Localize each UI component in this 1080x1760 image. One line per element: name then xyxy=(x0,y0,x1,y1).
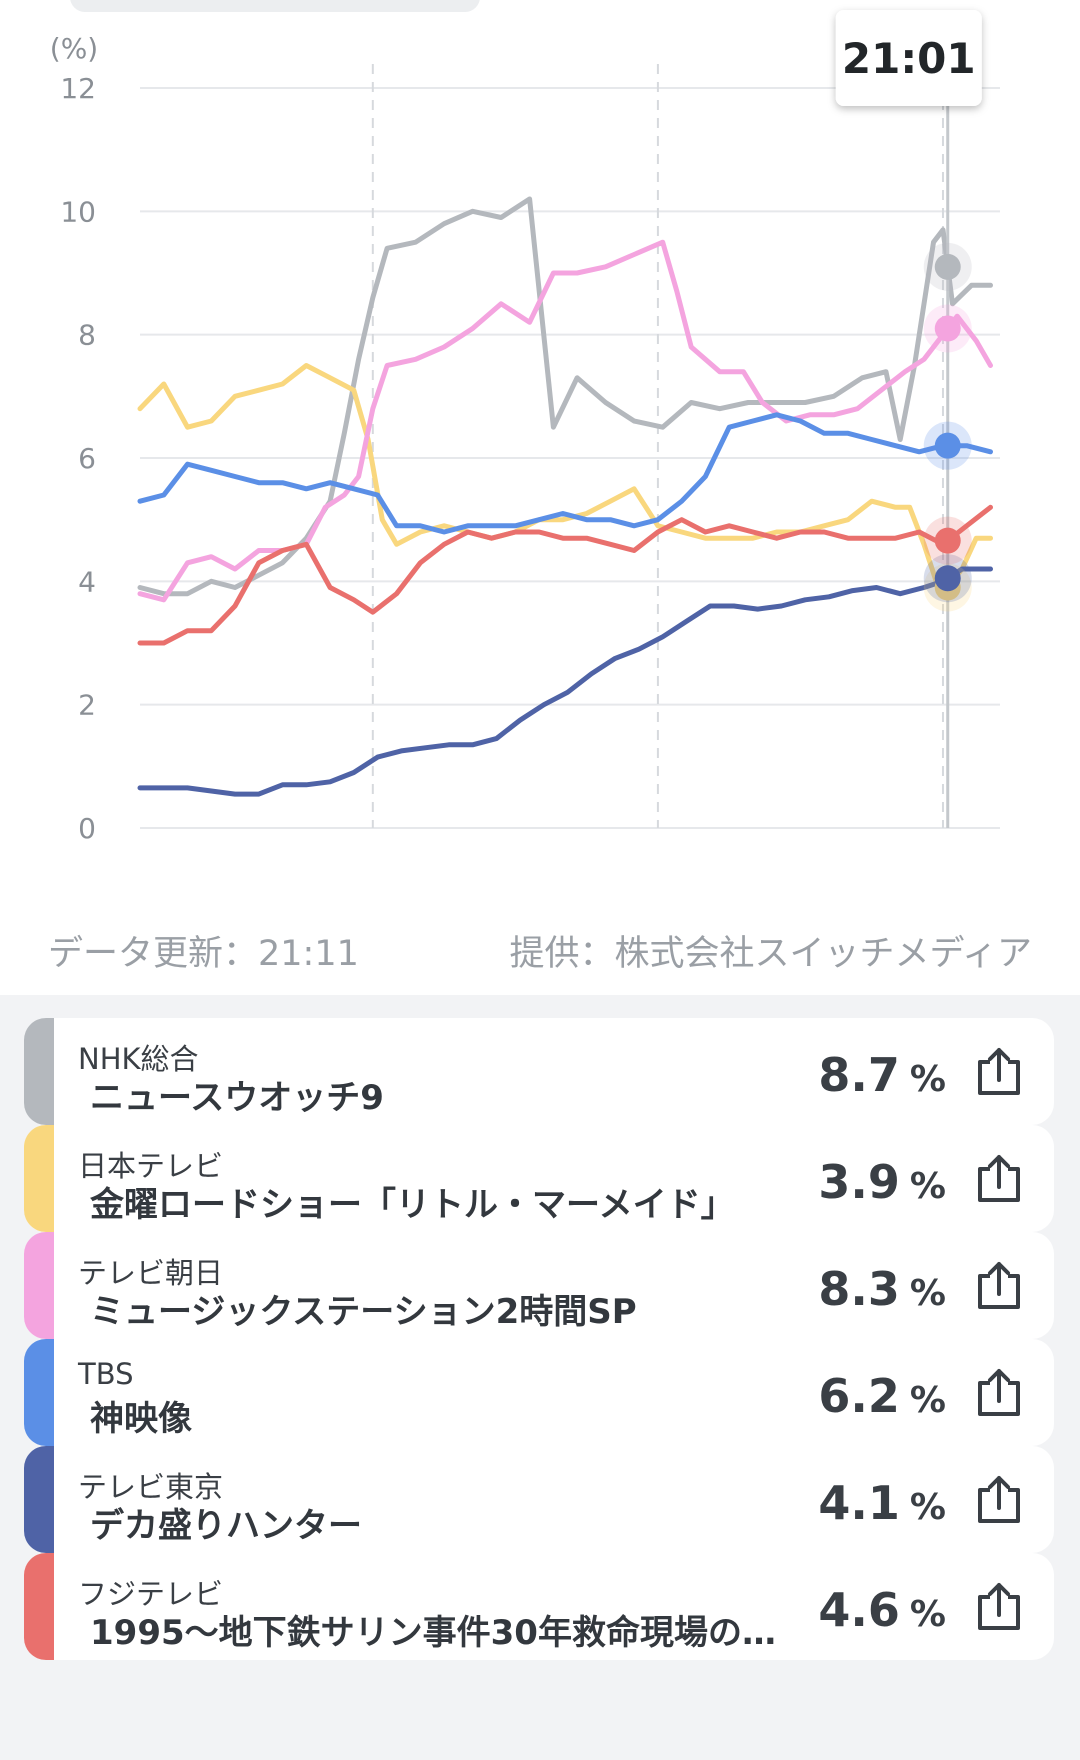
channel-color-bar xyxy=(24,1018,54,1125)
channel-name: NHK総合 xyxy=(78,1042,199,1076)
rating-number: 6.2 xyxy=(818,1369,900,1423)
y-tick-label: 12 xyxy=(60,72,96,105)
y-tick-label: 8 xyxy=(78,319,96,352)
program-title: ニュースウオッチ9 xyxy=(90,1078,384,1118)
series-line xyxy=(137,196,993,597)
chart-credits: データ更新：21:11 提供：株式会社スイッチメディア xyxy=(0,925,1080,975)
y-tick-label: 4 xyxy=(78,565,96,598)
cursor-point xyxy=(934,565,961,592)
rating-value: 3.9% xyxy=(818,1155,946,1209)
channel-color-bar xyxy=(24,1125,54,1232)
channel-row[interactable]: フジテレビ 1995〜地下鉄サリン事件30年救命現場の… 4.6% xyxy=(24,1553,1054,1660)
share-icon[interactable] xyxy=(974,1474,1024,1526)
y-tick-label: 2 xyxy=(78,689,96,722)
y-tick-label: 10 xyxy=(60,195,96,228)
data-provider-text: 提供：株式会社スイッチメディア xyxy=(509,934,1032,974)
rating-unit: % xyxy=(909,1273,946,1314)
share-icon[interactable] xyxy=(974,1153,1024,1205)
x-tick-label: 21:00 xyxy=(905,876,986,880)
time-cursor[interactable]: 21:01 xyxy=(835,10,982,828)
x-axis: 19:00 20:00 21:00 xyxy=(334,876,985,880)
y-unit-label: (%) xyxy=(50,32,98,65)
series-line xyxy=(137,566,993,797)
channel-ratings-list: NHK総合 ニュースウオッチ9 8.7% 日本テレビ 金曜ロードショー「リトル・… xyxy=(0,995,1080,1760)
program-title: デカ盛りハンター xyxy=(90,1506,362,1546)
time-tooltip-label: 21:01 xyxy=(842,34,976,83)
share-icon[interactable] xyxy=(974,1046,1024,1098)
series-line xyxy=(137,363,993,590)
rating-value: 4.1% xyxy=(818,1476,946,1530)
rating-number: 3.9 xyxy=(818,1155,900,1209)
program-title: 金曜ロードショー「リトル・マーメイド」 xyxy=(90,1185,735,1225)
program-title: 神映像 xyxy=(90,1399,192,1439)
program-title: ミュージックステーション2時間SP xyxy=(90,1292,637,1332)
rating-number: 8.7 xyxy=(818,1048,900,1102)
channel-name: テレビ東京 xyxy=(78,1470,224,1504)
cursor-point xyxy=(934,527,961,554)
y-axis: 0 2 4 6 8 10 12 (%) xyxy=(50,32,98,845)
rating-number: 8.3 xyxy=(818,1262,900,1316)
rating-unit: % xyxy=(909,1166,946,1207)
rating-value: 6.2% xyxy=(818,1369,946,1423)
share-icon[interactable] xyxy=(974,1367,1024,1419)
series-line xyxy=(137,412,993,535)
channel-name: テレビ朝日 xyxy=(78,1256,224,1290)
channel-row[interactable]: NHK総合 ニュースウオッチ9 8.7% xyxy=(24,1018,1054,1125)
channel-color-bar xyxy=(24,1553,54,1660)
cursor-point xyxy=(934,253,961,280)
ratings-line-chart: 0 2 4 6 8 10 12 (%) 19:00 20:00 21:00 21:01 xyxy=(50,10,1000,880)
series-line xyxy=(137,504,993,646)
series-lines xyxy=(137,196,993,797)
channel-row[interactable]: TBS 神映像 6.2% xyxy=(24,1339,1054,1446)
rating-number: 4.1 xyxy=(818,1476,900,1530)
x-tick-label: 20:00 xyxy=(620,876,701,880)
rating-unit: % xyxy=(909,1059,946,1100)
channel-row[interactable]: テレビ朝日 ミュージックステーション2時間SP 8.3% xyxy=(24,1232,1054,1339)
channel-name: フジテレビ xyxy=(78,1577,224,1611)
chart-grid xyxy=(140,64,1000,829)
channel-row[interactable]: テレビ東京 デカ盛りハンター 4.1% xyxy=(24,1446,1054,1553)
share-icon[interactable] xyxy=(974,1260,1024,1312)
channel-color-bar xyxy=(24,1446,54,1553)
channel-color-bar xyxy=(24,1339,54,1446)
rating-value: 4.6% xyxy=(818,1583,946,1637)
rating-unit: % xyxy=(909,1594,946,1635)
share-icon[interactable] xyxy=(974,1581,1024,1633)
rating-number: 4.6 xyxy=(818,1583,900,1637)
cursor-point xyxy=(934,315,961,342)
program-title: 1995〜地下鉄サリン事件30年救命現場の… xyxy=(90,1613,776,1653)
rating-unit: % xyxy=(909,1487,946,1528)
rating-value: 8.3% xyxy=(818,1262,946,1316)
y-tick-label: 6 xyxy=(78,442,96,475)
series-line xyxy=(137,239,993,603)
x-tick-label: 19:00 xyxy=(334,876,415,880)
cursor-point xyxy=(934,432,961,459)
data-updated-text: データ更新：21:11 xyxy=(48,934,359,974)
channel-color-bar xyxy=(24,1232,54,1339)
y-tick-label: 0 xyxy=(78,812,96,845)
rating-value: 8.7% xyxy=(818,1048,946,1102)
rating-unit: % xyxy=(909,1380,946,1421)
channel-row[interactable]: 日本テレビ 金曜ロードショー「リトル・マーメイド」 3.9% xyxy=(24,1125,1054,1232)
channel-name: 日本テレビ xyxy=(78,1149,224,1183)
top-handle xyxy=(70,0,480,12)
time-tooltip xyxy=(835,10,982,106)
channel-name: TBS xyxy=(78,1357,134,1391)
